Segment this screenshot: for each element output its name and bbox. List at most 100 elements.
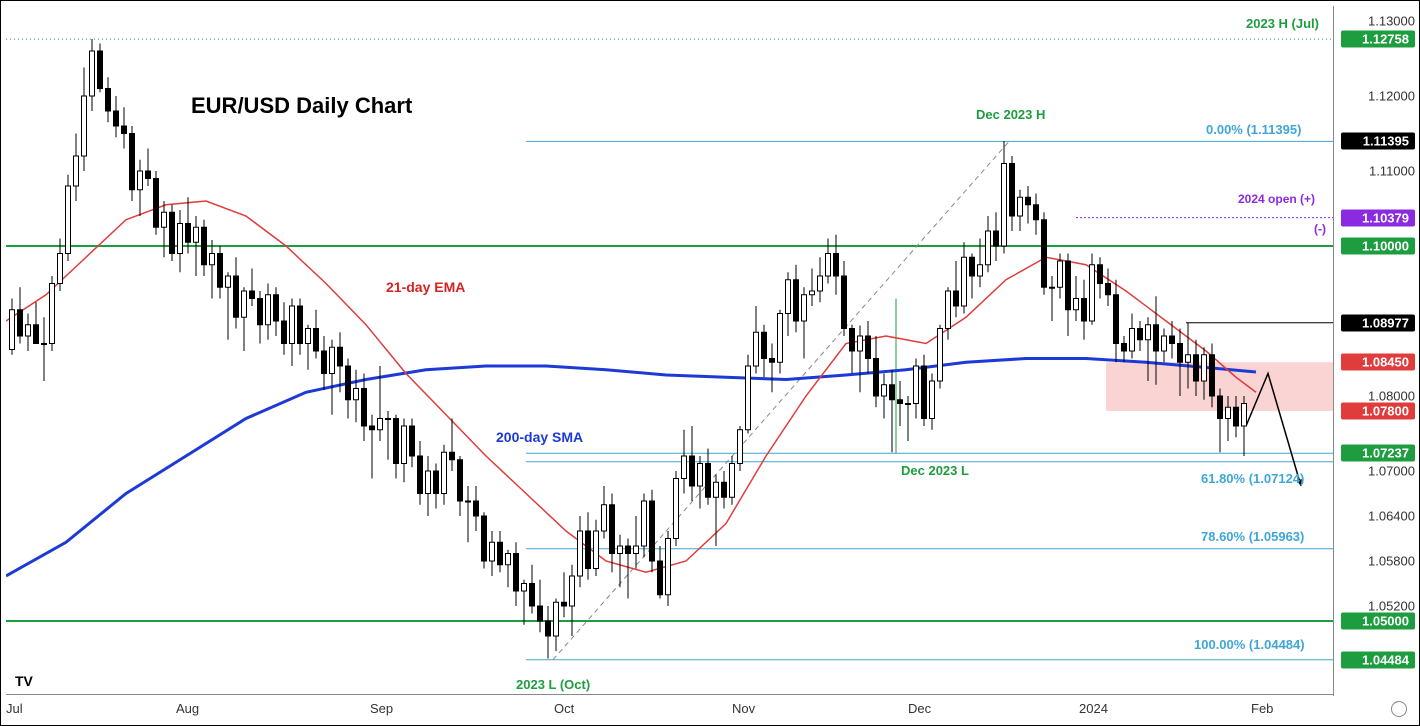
candle: [290, 299, 295, 367]
settings-icon[interactable]: [1391, 701, 1407, 717]
candle: [698, 456, 703, 509]
candle: [1162, 329, 1167, 363]
annotation-label: 2023 H (Jul): [1246, 16, 1319, 31]
candle: [1066, 254, 1071, 337]
candle: [850, 325, 855, 374]
candle: [1242, 396, 1247, 456]
candle: [66, 175, 71, 261]
candle: [994, 212, 999, 261]
y-tick: 1.07000: [1368, 464, 1415, 479]
price-badge: 1.05000: [1341, 613, 1415, 630]
chart-title: EUR/USD Daily Chart: [191, 93, 412, 119]
candle: [1042, 212, 1047, 295]
y-tick: 1.05200: [1368, 599, 1415, 614]
candle: [450, 419, 455, 472]
candle: [930, 374, 935, 430]
candle: [1050, 276, 1055, 321]
candle: [306, 325, 311, 370]
candle: [82, 68, 87, 172]
candle: [242, 287, 247, 351]
candle: [210, 240, 215, 299]
candle: [1090, 254, 1095, 325]
candle: [562, 572, 567, 617]
annotation-label: 2023 L (Oct): [516, 677, 590, 692]
candle: [690, 426, 695, 501]
candle: [858, 326, 863, 393]
y-tick: 1.11000: [1369, 164, 1415, 179]
candle: [514, 542, 519, 606]
fib-trend-line: [553, 141, 1009, 659]
annotation-label: (-): [1314, 222, 1326, 236]
candle: [1026, 186, 1031, 224]
candle: [354, 370, 359, 423]
candle: [74, 134, 79, 202]
candle: [602, 486, 607, 539]
x-tick: Oct: [554, 701, 574, 716]
candle: [26, 314, 31, 352]
candle: [114, 96, 119, 137]
candle: [1106, 269, 1111, 307]
candle: [498, 531, 503, 572]
candle: [970, 254, 975, 299]
candle: [794, 265, 799, 333]
annotation-label: 2024 open (+): [1238, 192, 1315, 206]
candle: [650, 490, 655, 573]
candle: [954, 261, 959, 317]
annotation-label: 200-day SMA: [496, 429, 583, 445]
candle: [1034, 194, 1039, 235]
candle: [554, 599, 559, 652]
y-axis: 1.052001.058001.064001.070001.080001.100…: [1333, 6, 1419, 696]
candle: [1010, 156, 1015, 231]
candle: [1098, 257, 1103, 298]
candle: [914, 359, 919, 419]
candle: [898, 381, 903, 426]
candle: [346, 359, 351, 419]
candle: [786, 272, 791, 336]
candle: [906, 396, 911, 441]
price-badge: 1.10000: [1341, 238, 1415, 255]
price-badge: 1.04484: [1341, 651, 1415, 668]
candle: [474, 486, 479, 531]
candle: [1082, 280, 1087, 340]
candle: [386, 411, 391, 460]
candle: [634, 516, 639, 569]
price-badge: 1.12758: [1341, 31, 1415, 48]
annotation-label: 78.60% (1.05963): [1201, 529, 1304, 544]
candle: [234, 257, 239, 328]
candle: [578, 516, 583, 587]
candle: [666, 531, 671, 606]
y-tick: 1.13000: [1368, 14, 1415, 29]
candle: [1218, 389, 1223, 453]
candle: [626, 539, 631, 599]
candle: [986, 216, 991, 272]
candle: [938, 325, 943, 389]
candle: [274, 287, 279, 336]
candle: [90, 39, 95, 111]
candle: [778, 310, 783, 374]
candle: [282, 302, 287, 355]
candle: [882, 374, 887, 419]
candle: [658, 546, 663, 599]
candle: [618, 535, 623, 588]
candle: [394, 415, 399, 479]
candle: [1114, 280, 1119, 363]
candle: [226, 272, 231, 340]
annotation-label: 21-day EMA: [386, 279, 465, 295]
candle: [298, 299, 303, 355]
candle: [570, 565, 575, 636]
candle: [42, 317, 47, 381]
candle: [842, 261, 847, 336]
price-badge: 1.07237: [1341, 445, 1415, 462]
candle: [170, 205, 175, 261]
candle: [706, 449, 711, 505]
candle: [418, 441, 423, 505]
candle: [1018, 190, 1023, 231]
annotation-label: 61.80% (1.07124): [1201, 471, 1304, 486]
candle: [258, 291, 263, 344]
candle: [266, 284, 271, 340]
candle: [322, 336, 327, 390]
candle: [138, 160, 143, 216]
candle: [922, 355, 927, 426]
candle: [466, 486, 471, 542]
candle: [402, 419, 407, 483]
